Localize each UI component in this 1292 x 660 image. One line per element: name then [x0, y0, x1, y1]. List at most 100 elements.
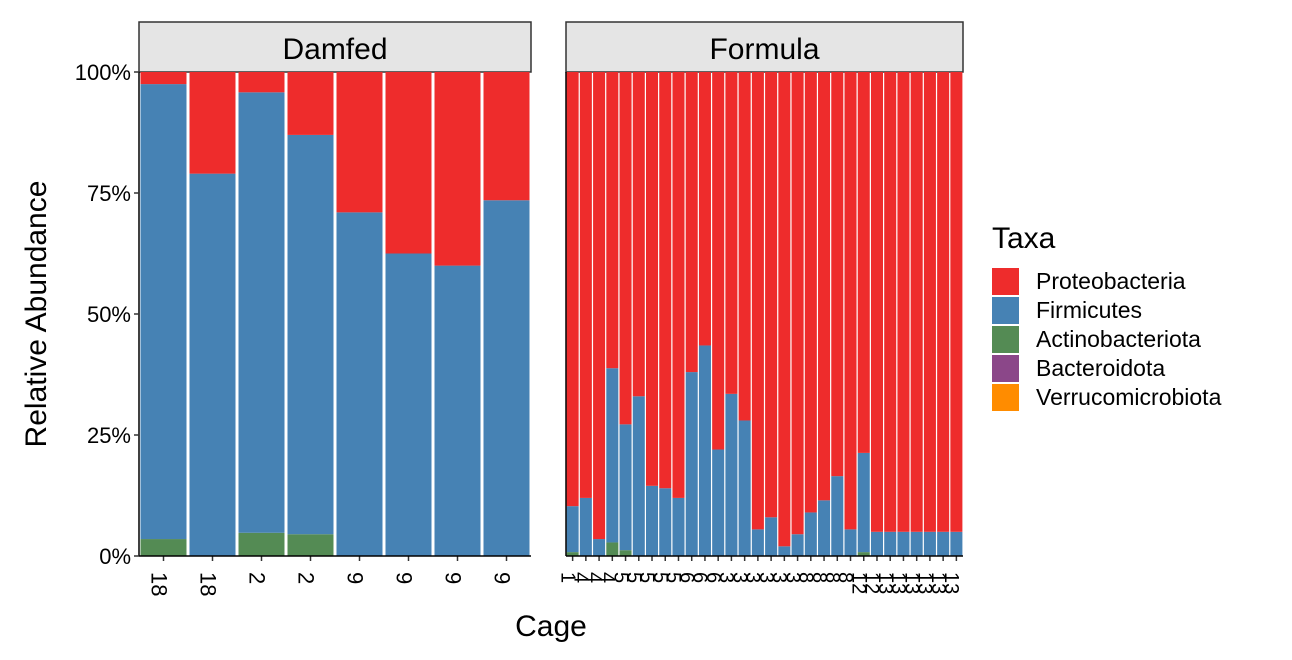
bar-stack — [336, 72, 383, 557]
bar-segment-proteobacteria — [857, 72, 870, 453]
bar-segment-proteobacteria — [937, 72, 950, 532]
bar-stack — [238, 72, 285, 556]
bar-segment-actinobacteriota — [287, 534, 334, 556]
facet-panel-0: Damfed 18 18 2 2 9 9 9 9 — [138, 21, 532, 596]
x-tick-label: 12 — [861, 572, 883, 594]
legend-swatch — [992, 326, 1019, 353]
bar-segment-proteobacteria — [646, 72, 659, 486]
bar-segment-proteobacteria — [579, 72, 592, 498]
legend-label: Actinobacteriota — [1036, 326, 1201, 352]
bar-segment-firmicutes — [857, 452, 870, 553]
bar-segment-actinobacteriota — [619, 550, 632, 556]
bar-segment-proteobacteria — [434, 72, 481, 266]
bar-segment-firmicutes — [287, 134, 334, 535]
legend-item: Actinobacteriota — [992, 326, 1201, 353]
bar-segment-firmicutes — [606, 368, 619, 543]
bar-segment-proteobacteria — [189, 72, 236, 174]
legend-label: Verrucomicrobiota — [1036, 384, 1222, 410]
legend-swatch — [992, 384, 1019, 411]
bar-segment-proteobacteria — [483, 72, 530, 201]
bar-segment-proteobacteria — [791, 72, 804, 535]
bar-segment-proteobacteria — [778, 72, 791, 547]
x-tick-label: 3 — [728, 572, 750, 583]
x-tick-label: 2 — [245, 572, 270, 584]
facet-panel-1: Formula144455555666333333888812121313131… — [556, 21, 964, 594]
bar-stack — [287, 72, 334, 556]
bar-stack — [140, 72, 187, 556]
bar-segment-proteobacteria — [831, 72, 844, 477]
bar-segment-proteobacteria — [632, 72, 645, 397]
bar-segment-firmicutes — [870, 531, 883, 556]
x-tick-label: 6 — [702, 572, 724, 583]
x-tick-label: 8 — [834, 572, 856, 583]
bar-stack — [725, 72, 738, 556]
bar-stack — [646, 72, 659, 556]
y-tick-label: 25% — [87, 423, 131, 448]
bar-segment-firmicutes — [385, 253, 432, 556]
bar-stack — [579, 72, 592, 556]
bar-stack — [672, 72, 685, 556]
bar-segment-firmicutes — [937, 531, 950, 556]
bar-segment-proteobacteria — [870, 72, 883, 532]
bar-segment-proteobacteria — [672, 72, 685, 498]
x-tick-label: 3 — [715, 572, 737, 583]
x-tick-label: 5 — [662, 572, 684, 583]
legend-label: Proteobacteria — [1036, 268, 1186, 294]
bar-stack — [844, 72, 857, 556]
bar-segment-firmicutes — [884, 531, 897, 556]
bar-segment-firmicutes — [818, 500, 831, 556]
bar-segment-firmicutes — [844, 529, 857, 556]
y-tick-label: 100% — [75, 60, 131, 85]
x-tick-label: 2 — [294, 572, 319, 584]
x-tick-label: 1 — [556, 572, 578, 583]
x-tick-label: 13 — [940, 572, 962, 594]
bar-segment-firmicutes — [791, 534, 804, 556]
x-tick-label: 8 — [808, 572, 830, 583]
bar-stack — [659, 72, 672, 556]
bar-stack — [632, 72, 645, 556]
bar-segment-firmicutes — [646, 485, 659, 556]
bar-segment-firmicutes — [632, 396, 645, 556]
bar-segment-actinobacteriota — [140, 539, 187, 556]
bar-segment-actinobacteriota — [238, 532, 285, 556]
bar-stack — [483, 72, 530, 556]
y-axis: 0% 25% 50% 75% 100% — [75, 60, 139, 569]
bar-segment-proteobacteria — [738, 72, 751, 421]
bar-segment-firmicutes — [238, 92, 285, 533]
bar-segment-firmicutes — [738, 420, 751, 556]
bar-segment-firmicutes — [483, 200, 530, 556]
x-tick-label: 3 — [755, 572, 777, 583]
bar-segment-firmicutes — [725, 393, 738, 556]
bar-stack — [606, 72, 619, 556]
bar-segment-firmicutes — [659, 488, 672, 556]
x-tick-label: 13 — [887, 572, 909, 594]
bar-stack — [884, 72, 897, 556]
facet-strip-label: Formula — [709, 33, 819, 66]
bar-segment-proteobacteria — [287, 72, 334, 135]
x-tick-label: 3 — [781, 572, 803, 583]
legend-item: Bacteroidota — [992, 355, 1165, 382]
x-tick-label: 13 — [927, 572, 949, 594]
bar-stack — [791, 72, 804, 556]
bar-stack — [434, 72, 481, 556]
bar-stack — [738, 72, 751, 556]
bar-segment-proteobacteria — [659, 72, 672, 489]
bar-segment-proteobacteria — [712, 72, 725, 450]
facet-strip — [565, 21, 964, 73]
bar-segment-proteobacteria — [751, 72, 764, 530]
bar-stack — [937, 72, 950, 556]
bar-segment-proteobacteria — [698, 72, 711, 346]
bar-stack — [950, 72, 963, 556]
x-tick-label: 5 — [636, 572, 658, 583]
bar-segment-proteobacteria — [606, 72, 619, 369]
bar-stack — [712, 72, 725, 556]
x-axis-title: Cage — [515, 610, 587, 643]
bar-segment-proteobacteria — [950, 72, 963, 532]
bar-stack — [831, 72, 844, 556]
bar-segment-firmicutes — [566, 506, 579, 553]
x-tick-label: 6 — [689, 572, 711, 583]
bar-segment-firmicutes — [140, 84, 187, 540]
bar-stack — [698, 72, 711, 556]
bar-stack — [923, 72, 936, 556]
